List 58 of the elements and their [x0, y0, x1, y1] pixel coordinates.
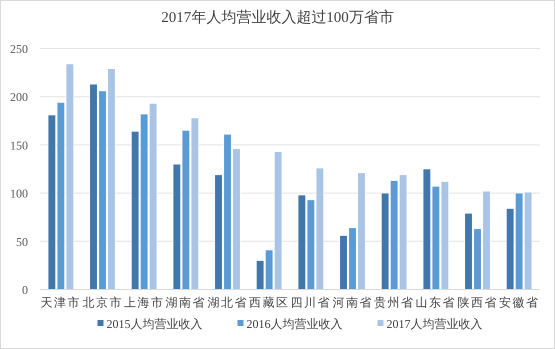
bar: [515, 192, 524, 290]
legend-label: 2017人均营业收入: [386, 317, 482, 331]
bar: [107, 68, 116, 290]
bar: [390, 180, 398, 290]
x-tick-label: 安徽省: [498, 296, 540, 310]
bar: [506, 208, 514, 290]
x-tick-label: 河南省: [332, 296, 373, 310]
bar: [66, 64, 74, 290]
bar: [98, 90, 107, 290]
bar: [265, 250, 274, 290]
bar: [149, 103, 158, 290]
bar: [381, 192, 390, 290]
legend-label: 2015人均营业收入: [106, 317, 202, 331]
bar: [48, 114, 56, 290]
bar: [214, 174, 223, 290]
y-tick-label: 150: [10, 138, 28, 152]
bar: [524, 192, 532, 290]
bar: [89, 84, 98, 290]
x-tick-label: 湖北省: [207, 296, 248, 310]
legend-label: 2016人均营业收入: [246, 317, 342, 331]
x-tick-label: 湖南省: [166, 296, 206, 310]
bar: [440, 181, 449, 290]
x-tick-label: 西藏区: [248, 296, 290, 310]
bar: [482, 190, 491, 290]
bar: [56, 102, 65, 290]
y-tick-label: 0: [22, 283, 28, 297]
bar: [432, 186, 440, 290]
bar: [464, 213, 473, 290]
x-tick-label: 山东省: [416, 296, 456, 310]
bar: [357, 172, 366, 290]
bar: [223, 134, 232, 290]
bar: [172, 164, 181, 290]
y-tick-label: 50: [16, 234, 28, 249]
x-tick-label: 陕西省: [457, 296, 498, 310]
bar: [348, 228, 357, 290]
bar: [190, 118, 199, 290]
bar: [298, 194, 306, 290]
x-tick-label: 四川省: [290, 296, 332, 310]
bar: [274, 151, 282, 290]
bar: [131, 131, 140, 290]
x-tick-label: 天津市: [40, 296, 82, 310]
bar: [399, 174, 408, 290]
x-tick-label: 贵州省: [374, 296, 414, 310]
x-tick-label: 上海市: [124, 296, 164, 310]
bar: [306, 200, 315, 290]
y-tick-label: 100: [10, 186, 28, 201]
bar: [473, 228, 482, 290]
bar: [339, 235, 348, 290]
bar: [182, 130, 190, 290]
x-tick-label: 北京市: [82, 296, 123, 310]
bar: [140, 114, 148, 290]
chart-title: 2017年人均营业收入超过100万省市: [161, 9, 394, 26]
bar: [422, 168, 431, 290]
bar: [316, 168, 324, 290]
y-tick-label: 200: [10, 90, 28, 104]
bar: [232, 148, 241, 290]
bar: [256, 260, 264, 290]
y-tick-label: 250: [10, 42, 28, 56]
